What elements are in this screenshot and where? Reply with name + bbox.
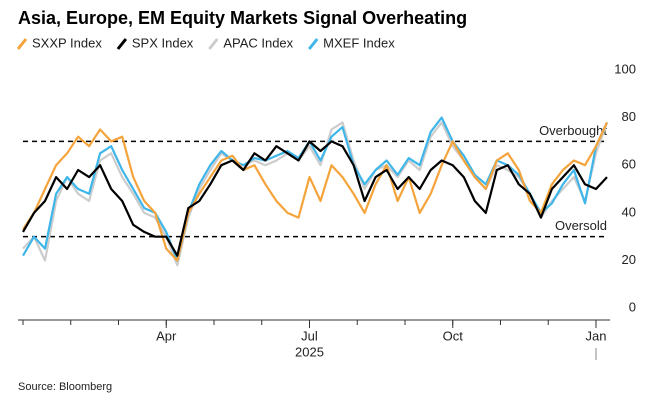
legend-label: SXXP Index — [32, 35, 102, 50]
series-line — [22, 140, 608, 257]
x-tick-label: Jan — [585, 328, 606, 343]
legend-swatch — [208, 38, 219, 50]
x-tick-label: Apr — [156, 328, 177, 343]
legend-label: MXEF Index — [323, 35, 395, 50]
legend-swatch — [116, 38, 128, 50]
reference-label: Oversold — [555, 218, 607, 233]
x-tick-label: Oct — [443, 328, 464, 343]
y-tick-label: 40 — [622, 204, 636, 219]
y-tick-label: 60 — [622, 157, 636, 172]
source: Source: Bloomberg — [18, 381, 112, 393]
series-line — [22, 121, 608, 262]
legend-swatch — [308, 38, 319, 50]
y-tick-label: 20 — [622, 252, 636, 267]
year-label: 2025 — [295, 344, 324, 359]
chart-title: Asia, Europe, EM Equity Markets Signal O… — [18, 8, 467, 28]
legend-label: APAC Index — [223, 35, 293, 50]
reference-label: Overbought — [539, 123, 607, 138]
series-line — [22, 121, 609, 267]
y-tick-label: 0 — [629, 300, 636, 315]
y-tick-label: 80 — [622, 109, 636, 124]
legend-label: SPX Index — [132, 35, 194, 50]
x-tick-label: Jul — [301, 328, 318, 343]
legend-swatch — [16, 38, 28, 50]
y-tick-label: 100 — [614, 61, 636, 76]
